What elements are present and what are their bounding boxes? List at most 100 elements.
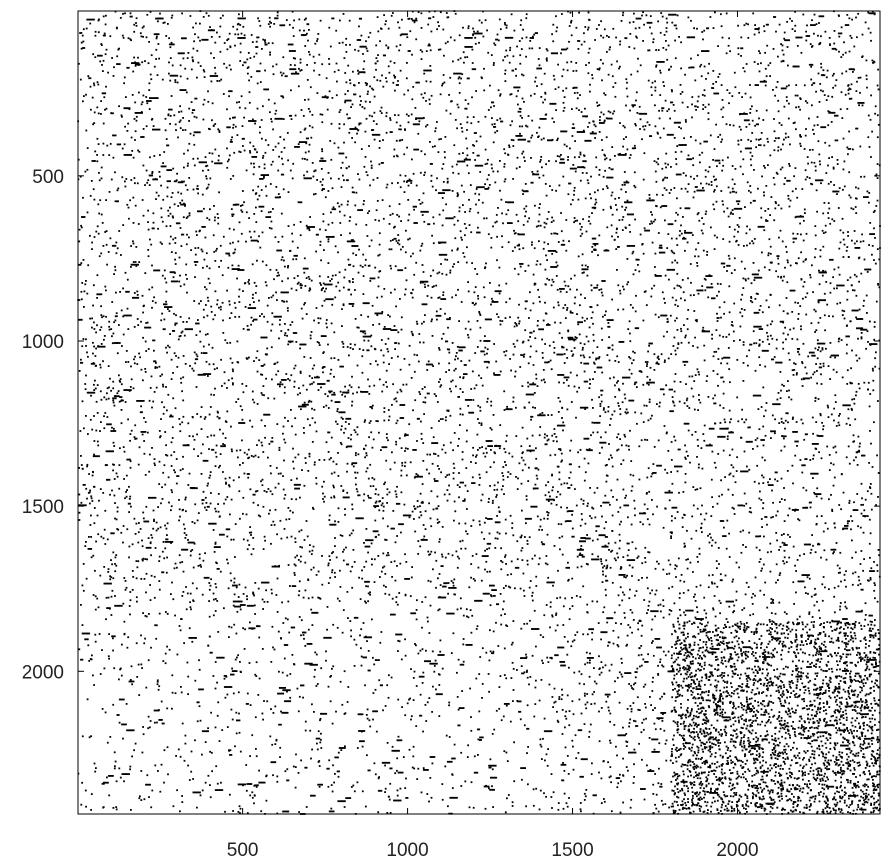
nonzero-point — [588, 675, 591, 678]
nonzero-point — [648, 197, 651, 200]
nonzero-point — [420, 150, 423, 153]
nonzero-point — [746, 355, 748, 358]
nonzero-point — [795, 128, 797, 131]
nonzero-point — [810, 376, 812, 379]
nonzero-point — [761, 456, 764, 459]
nonzero-point — [298, 387, 300, 390]
nonzero-point — [809, 459, 812, 461]
nonzero-point — [295, 258, 298, 261]
nonzero-point — [298, 580, 301, 583]
nonzero-point — [824, 231, 827, 234]
nonzero-point — [607, 706, 610, 709]
nonzero-point — [271, 323, 274, 326]
nonzero-point — [585, 448, 588, 451]
nonzero-point — [620, 463, 623, 465]
nonzero-point — [163, 318, 166, 321]
nonzero-point — [283, 138, 285, 141]
nonzero-point — [131, 570, 134, 572]
nonzero-point — [216, 299, 219, 302]
nonzero-point — [858, 280, 860, 283]
nonzero-point — [554, 453, 557, 456]
nonzero-point — [96, 440, 99, 443]
nonzero-point — [419, 545, 422, 548]
nonzero-point — [322, 371, 324, 374]
nonzero-point — [740, 128, 742, 131]
nonzero-point — [407, 115, 410, 117]
nonzero-point — [206, 217, 209, 219]
nonzero-point — [351, 463, 353, 466]
nonzero-point — [654, 252, 657, 255]
nonzero-point — [427, 23, 430, 26]
nonzero-point — [824, 807, 827, 810]
nonzero-point — [191, 416, 194, 418]
nonzero-point — [869, 578, 872, 581]
nonzero-point — [841, 117, 844, 119]
nonzero-point — [651, 287, 653, 290]
nonzero-point — [270, 296, 273, 299]
nonzero-point — [175, 179, 178, 182]
nonzero-point — [543, 717, 546, 720]
nonzero-point — [629, 705, 632, 707]
nonzero-point — [86, 211, 89, 214]
nonzero-point — [326, 326, 328, 329]
nonzero-point — [746, 667, 749, 670]
nonzero-point — [594, 137, 596, 139]
nonzero-point — [588, 356, 591, 359]
nonzero-point — [297, 281, 300, 284]
nonzero-point — [526, 543, 529, 545]
nonzero-point — [662, 335, 665, 338]
nonzero-point — [396, 214, 399, 216]
nonzero-point — [602, 666, 604, 669]
nonzero-point — [837, 340, 840, 343]
nonzero-point — [588, 215, 591, 218]
nonzero-point — [271, 378, 273, 381]
nonzero-point — [388, 415, 391, 418]
nonzero-point — [297, 772, 300, 774]
nonzero-point — [800, 251, 802, 254]
nonzero-point — [720, 108, 723, 111]
nonzero-point — [146, 558, 148, 561]
nonzero-point — [595, 156, 598, 159]
nonzero-point — [660, 799, 663, 802]
nonzero-point — [722, 164, 725, 167]
nonzero-point — [438, 25, 440, 27]
nonzero-point — [627, 769, 629, 772]
nonzero-point — [630, 708, 633, 710]
nonzero-point — [328, 63, 331, 65]
nonzero-point — [761, 778, 764, 781]
nonzero-point — [687, 675, 690, 678]
nonzero-point — [181, 199, 184, 202]
nonzero-point — [867, 579, 870, 582]
nonzero-point — [591, 539, 594, 542]
nonzero-point — [554, 88, 557, 90]
nonzero-point — [700, 669, 702, 671]
nonzero-point — [716, 644, 719, 646]
nonzero-point — [137, 531, 140, 534]
nonzero-point — [560, 212, 562, 214]
nonzero-point — [122, 399, 124, 402]
nonzero-point — [681, 91, 684, 93]
nonzero-point — [529, 40, 532, 42]
nonzero-point — [718, 73, 721, 75]
nonzero-point — [718, 599, 721, 602]
nonzero-point — [493, 343, 495, 345]
nonzero-point — [834, 526, 836, 529]
nonzero-point — [411, 158, 413, 161]
nonzero-point — [655, 180, 658, 183]
nonzero-point — [648, 194, 651, 196]
nonzero-point — [393, 74, 395, 77]
nonzero-point — [209, 584, 212, 587]
nonzero-point — [258, 299, 260, 302]
nonzero-point — [135, 642, 138, 645]
nonzero-point — [328, 90, 331, 93]
nonzero-point — [688, 375, 691, 378]
nonzero-point — [833, 72, 835, 75]
nonzero-point — [542, 247, 545, 250]
nonzero-point — [713, 189, 716, 191]
nonzero-point — [403, 191, 406, 193]
nonzero-point — [697, 560, 699, 563]
nonzero-point — [190, 750, 193, 753]
nonzero-point — [665, 166, 667, 169]
nonzero-point — [731, 178, 734, 181]
nonzero-point — [466, 533, 469, 535]
